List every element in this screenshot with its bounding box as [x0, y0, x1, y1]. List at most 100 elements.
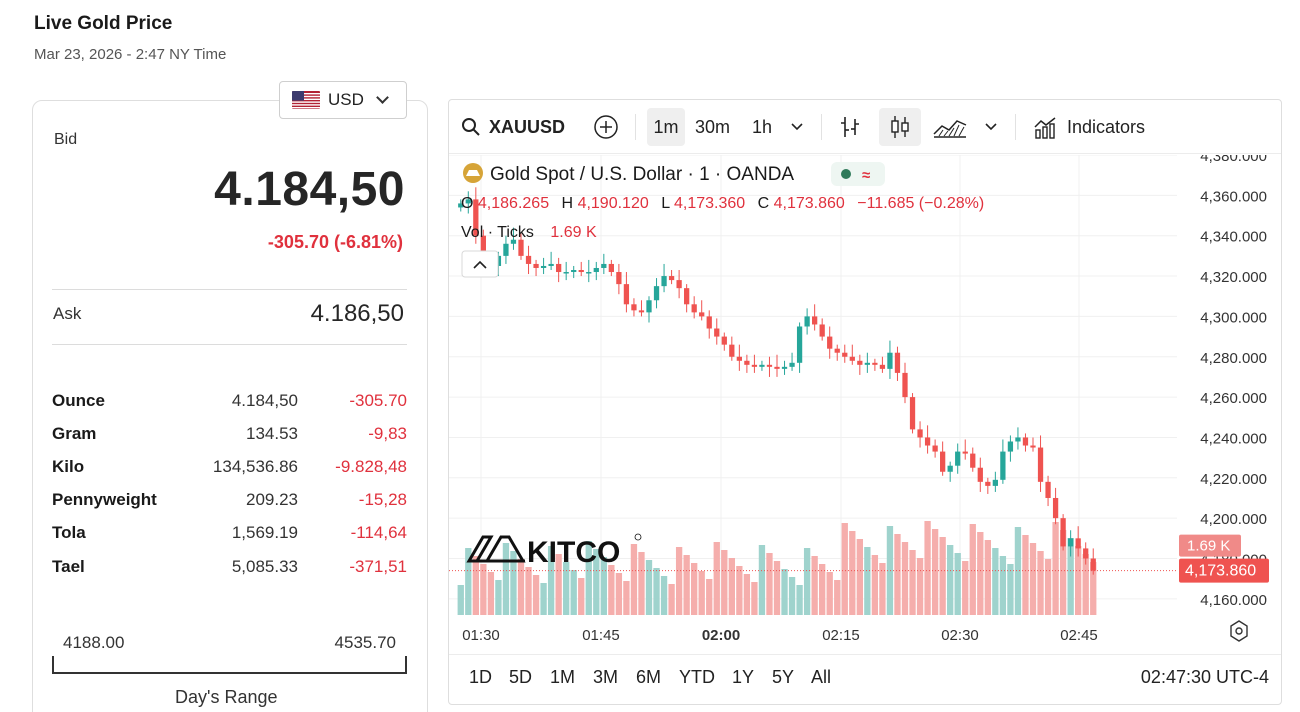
- candle-body: [668, 276, 675, 281]
- bid-value: 4.184,50: [214, 163, 405, 216]
- candlestick-icon: [891, 116, 909, 138]
- candle-body: [909, 397, 916, 430]
- volume-bar: [728, 558, 735, 615]
- candle-body: [940, 451, 946, 472]
- market-status-badge[interactable]: [831, 162, 885, 186]
- chart-type-dropdown[interactable]: [985, 108, 997, 146]
- ohlc-readout: O 4,186.265 H 4,190.120 L 4,173.360 C 4,…: [461, 195, 984, 212]
- volume-readout: Vol · Ticks 1.69 K: [461, 224, 597, 241]
- unit-value: 209.23: [246, 490, 298, 510]
- symbol-search[interactable]: XAUUSD: [461, 108, 565, 146]
- candle-body: [1083, 548, 1089, 559]
- volume-bar: [495, 580, 502, 615]
- candle-body: [525, 255, 532, 264]
- toolbar-separator: [1015, 114, 1016, 140]
- candle-body: [503, 243, 509, 256]
- volume-bar: [766, 553, 773, 615]
- close-label: C: [758, 195, 770, 212]
- volume-bar: [691, 563, 698, 615]
- price-chart[interactable]: KITCO 4,160.0004,180.0004,200.0004,220.0…: [449, 155, 1282, 655]
- volume-bar: [931, 529, 939, 615]
- compare-button[interactable]: [593, 108, 619, 146]
- volume-bar: [502, 543, 510, 615]
- price-axis[interactable]: 4,160.0004,180.0004,200.0004,220.0004,24…: [1200, 155, 1267, 609]
- svg-text:4,173.860: 4,173.860: [1185, 563, 1256, 580]
- watermark-text: KITCO: [527, 536, 620, 569]
- volume-bar: [593, 549, 600, 615]
- collapse-legend-button[interactable]: [461, 250, 499, 278]
- chart-settings-button[interactable]: [1230, 620, 1248, 642]
- unit-value: 1,569.19: [231, 523, 298, 543]
- period-all[interactable]: All: [811, 667, 832, 687]
- indicators-button[interactable]: Indicators: [1033, 108, 1145, 146]
- candle-body: [646, 300, 652, 313]
- volume-bar: [721, 550, 728, 615]
- unit-value: 134.53: [246, 423, 298, 443]
- candle-body: [631, 304, 637, 311]
- candle-body: [571, 270, 577, 273]
- days-range-bar: [52, 656, 407, 674]
- volume-bar: [1075, 546, 1082, 615]
- candle-body: [902, 372, 908, 398]
- volume-bar: [1037, 551, 1044, 615]
- volume-value: 1.69 K: [550, 224, 597, 241]
- candle-body: [992, 479, 998, 486]
- period-1y[interactable]: 1Y: [732, 667, 755, 687]
- candle-chart-type-button[interactable]: [879, 108, 921, 146]
- period-6m[interactable]: 6M: [636, 667, 662, 687]
- volume-bar: [600, 557, 607, 615]
- volume-bar: [1014, 527, 1022, 615]
- ask-value: 4.186,50: [310, 300, 404, 327]
- gold-bar-icon: [466, 170, 480, 176]
- time-tick-label: 02:15: [822, 627, 860, 644]
- interval-1m[interactable]: 1m: [647, 108, 685, 146]
- candle-body: [812, 316, 818, 325]
- unit-name: Kilo: [52, 456, 85, 476]
- volume-bar: [608, 565, 615, 615]
- candle-body: [1090, 558, 1096, 571]
- volume-bar: [487, 572, 495, 615]
- divider: [52, 344, 407, 345]
- volume-bar: [834, 580, 841, 615]
- time-tick-label: 02:30: [941, 627, 979, 644]
- price-tick-label: 4,360.000: [1200, 188, 1267, 205]
- volume-bar: [698, 571, 705, 615]
- volume-bar: [457, 585, 464, 615]
- volume-bar: [1059, 530, 1067, 615]
- volume-bar: [788, 577, 796, 615]
- volume-bar: [615, 573, 623, 615]
- timezone-clock[interactable]: 02:47:30 UTC-4: [1140, 667, 1269, 687]
- volume-bar: [547, 546, 555, 615]
- period-1m[interactable]: 1M: [550, 667, 576, 687]
- time-axis[interactable]: 01:30 01:45 02:00 02:15 02:30 02:45: [462, 627, 1098, 644]
- period-5d[interactable]: 5D: [509, 667, 533, 687]
- volume-bar: [578, 578, 585, 615]
- candle-body: [691, 304, 697, 313]
- candle-body: [548, 263, 554, 266]
- interval-30m[interactable]: 30m: [695, 108, 730, 146]
- candle-body: [827, 336, 833, 349]
- period-5y[interactable]: 5Y: [772, 667, 795, 687]
- period-bar: 1D 5D 1M 3M 6M YTD 1Y 5Y All 02:47:30 UT…: [449, 654, 1281, 704]
- interval-1h[interactable]: 1h: [752, 108, 772, 146]
- interval-label: 1h: [752, 116, 773, 137]
- period-ytd[interactable]: YTD: [679, 667, 715, 687]
- candle-body: [744, 360, 750, 365]
- period-3m[interactable]: 3M: [593, 667, 619, 687]
- period-1d[interactable]: 1D: [469, 667, 493, 687]
- currency-select[interactable]: USD: [279, 81, 407, 119]
- candle-body: [796, 326, 803, 363]
- toolbar-separator: [821, 114, 822, 140]
- time-tick-label: 02:00: [702, 627, 740, 644]
- candle-body: [601, 263, 607, 268]
- candle-body: [864, 362, 870, 365]
- candlestick-series: [458, 187, 1096, 575]
- chevron-up-icon: [473, 260, 487, 269]
- unit-change: -371,51: [349, 556, 407, 576]
- candle-body: [819, 324, 825, 337]
- bar-chart-type-button[interactable]: [839, 108, 861, 146]
- area-chart-type-button[interactable]: [933, 108, 967, 146]
- interval-dropdown[interactable]: [791, 108, 803, 146]
- symbol-label: XAUUSD: [489, 116, 566, 137]
- candle-body: [849, 356, 855, 361]
